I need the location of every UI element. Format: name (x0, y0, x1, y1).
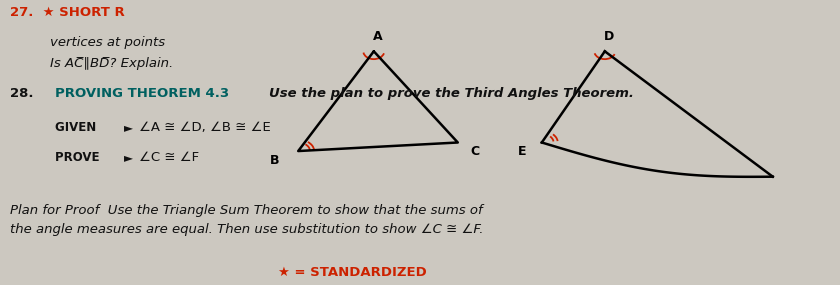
Text: vertices at points: vertices at points (50, 36, 170, 49)
Text: PROVING THEOREM 4.3: PROVING THEOREM 4.3 (55, 87, 228, 100)
Text: Is AC̅∥BD̅? Explain.: Is AC̅∥BD̅? Explain. (50, 57, 174, 70)
Text: 27.  ★ SHORT R: 27. ★ SHORT R (10, 6, 125, 19)
Text: ►: ► (124, 121, 134, 134)
Text: GIVEN: GIVEN (55, 121, 100, 134)
Text: Use the plan to prove the Third Angles Theorem.: Use the plan to prove the Third Angles T… (269, 87, 633, 100)
Text: ★ = STANDARDIZED: ★ = STANDARDIZED (278, 266, 428, 279)
Text: ∠A ≅ ∠D, ∠B ≅ ∠E: ∠A ≅ ∠D, ∠B ≅ ∠E (139, 121, 270, 134)
Text: Plan for Proof  Use the Triangle Sum Theorem to show that the sums of
the angle : Plan for Proof Use the Triangle Sum Theo… (10, 204, 484, 236)
Text: 28.: 28. (10, 87, 43, 100)
Text: B: B (270, 154, 280, 167)
Text: E: E (518, 145, 527, 158)
Text: D: D (604, 30, 614, 43)
Text: ►: ► (124, 151, 134, 164)
Text: A: A (373, 30, 383, 43)
Text: ∠C ≅ ∠F: ∠C ≅ ∠F (139, 151, 199, 164)
Text: C: C (470, 145, 480, 158)
Text: PROVE: PROVE (55, 151, 103, 164)
